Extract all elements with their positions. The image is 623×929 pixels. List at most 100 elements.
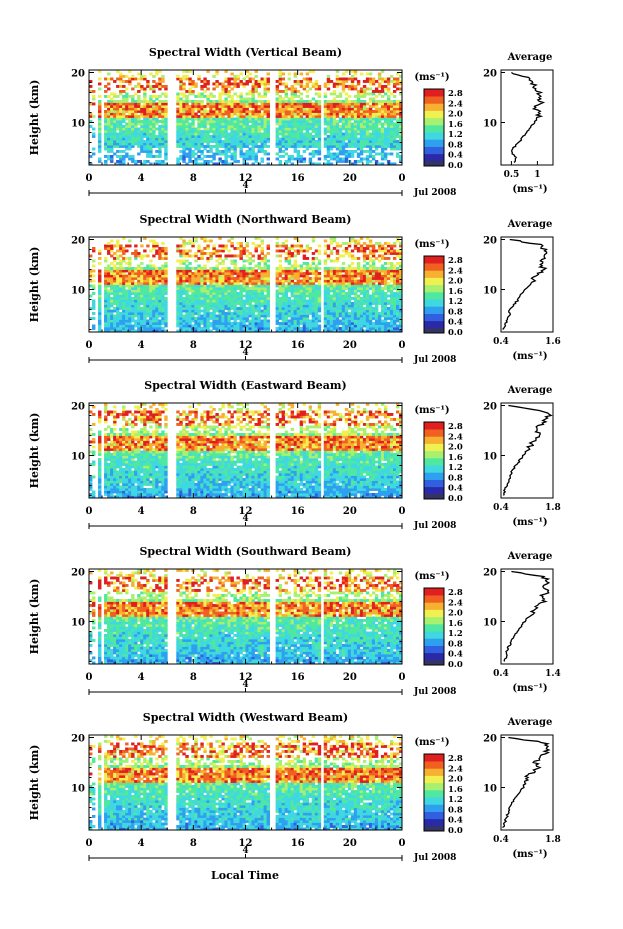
heatmap-cell bbox=[134, 272, 138, 275]
heatmap-cell bbox=[215, 135, 219, 138]
heatmap-cell bbox=[125, 314, 129, 318]
heatmap-cell bbox=[182, 307, 186, 310]
heatmap-cell bbox=[290, 87, 295, 91]
heatmap-cell bbox=[116, 132, 120, 136]
heatmap-cell bbox=[239, 314, 243, 318]
heatmap-cell bbox=[239, 294, 243, 298]
heatmap-cell bbox=[179, 314, 183, 318]
heatmap-cell bbox=[257, 317, 261, 320]
heatmap-cell bbox=[137, 269, 141, 273]
heatmap-cell bbox=[305, 112, 310, 116]
heatmap-cell bbox=[341, 277, 346, 280]
heatmap-cell bbox=[122, 132, 126, 136]
heatmap-cell bbox=[209, 130, 213, 133]
heatmap-cell bbox=[287, 302, 292, 305]
heatmap-cell bbox=[383, 269, 388, 273]
heatmap-cell bbox=[188, 125, 192, 128]
heatmap-cell bbox=[233, 130, 237, 133]
heatmap-cell bbox=[308, 307, 313, 310]
heatmap-cell bbox=[371, 80, 376, 83]
heatmap-cell bbox=[293, 72, 298, 76]
heatmap-cell bbox=[386, 140, 391, 143]
heatmap-cell bbox=[233, 147, 237, 151]
heatmap-cell bbox=[278, 142, 283, 146]
heatmap-cell bbox=[305, 95, 310, 98]
heatmap-cell bbox=[389, 132, 394, 136]
heatmap-cell bbox=[128, 107, 132, 111]
heatmap-cell bbox=[179, 97, 183, 101]
heatmap-cell bbox=[209, 287, 213, 290]
heatmap-cell bbox=[338, 102, 343, 106]
heatmap-cell bbox=[158, 327, 162, 330]
heatmap-cell bbox=[182, 319, 186, 323]
heatmap-cell bbox=[365, 135, 370, 138]
heatmap-cell bbox=[395, 110, 400, 113]
heatmap-cell bbox=[305, 147, 310, 151]
heatmap-cell bbox=[332, 152, 337, 156]
heatmap-cell bbox=[236, 120, 240, 123]
heatmap-cell bbox=[119, 274, 123, 278]
heatmap-cell bbox=[398, 269, 403, 273]
heatmap-cell bbox=[242, 120, 246, 123]
heatmap-cell bbox=[266, 152, 270, 156]
heatmap-cell bbox=[161, 145, 165, 148]
heatmap-cell bbox=[275, 274, 280, 278]
heatmap-cell bbox=[155, 299, 159, 303]
heatmap-cell bbox=[296, 107, 301, 111]
heatmap-cell bbox=[149, 87, 153, 91]
heatmap-cell bbox=[308, 277, 313, 280]
heatmap-cell bbox=[359, 329, 364, 333]
heatmap-cell bbox=[161, 302, 165, 305]
heatmap-cell bbox=[308, 132, 313, 136]
heatmap-cell bbox=[383, 327, 388, 330]
heatmap-cell bbox=[200, 95, 204, 98]
heatmap-cell bbox=[233, 277, 237, 280]
heatmap-cell bbox=[116, 117, 120, 121]
heatmap-cell bbox=[263, 314, 267, 318]
heatmap-cell bbox=[191, 292, 195, 295]
heatmap-cell bbox=[149, 312, 153, 315]
heatmap-cell bbox=[110, 327, 114, 330]
heatmap-cell bbox=[155, 142, 159, 146]
heatmap-cell bbox=[248, 312, 252, 315]
average-x-tick-label: 0.5 bbox=[504, 170, 520, 180]
heatmap-cell bbox=[266, 282, 270, 285]
heatmap-cell bbox=[236, 322, 240, 325]
heatmap-cell bbox=[278, 297, 283, 300]
heatmap-cell bbox=[92, 299, 96, 303]
heatmap-cell bbox=[356, 122, 361, 126]
heatmap-cell bbox=[239, 142, 243, 146]
heatmap-cell bbox=[116, 110, 120, 113]
heatmap-cell bbox=[260, 135, 264, 138]
heatmap-cell bbox=[299, 145, 304, 148]
heatmap-cell bbox=[326, 152, 331, 156]
heatmap-cell bbox=[206, 97, 210, 101]
heatmap-cell bbox=[377, 287, 382, 290]
heatmap-cell bbox=[392, 100, 397, 103]
heatmap-cell bbox=[161, 112, 165, 116]
heatmap-cell bbox=[143, 279, 147, 283]
heatmap-cell bbox=[188, 152, 192, 156]
heatmap-cell bbox=[341, 137, 346, 141]
heatmap-cell bbox=[275, 309, 280, 313]
heatmap-cell bbox=[299, 274, 304, 278]
heatmap-cell bbox=[254, 297, 258, 300]
heatmap-cell bbox=[326, 287, 331, 290]
heatmap-cell bbox=[245, 287, 249, 290]
heatmap-cell bbox=[365, 122, 370, 126]
heatmap-cell bbox=[338, 309, 343, 313]
heatmap-cell bbox=[311, 162, 316, 166]
heatmap-cell bbox=[116, 125, 120, 128]
heatmap-cell bbox=[116, 302, 120, 305]
heatmap-cell bbox=[230, 322, 234, 325]
heatmap-cell bbox=[284, 274, 289, 278]
heatmap-cell bbox=[227, 282, 231, 285]
heatmap-cell bbox=[284, 324, 289, 328]
heatmap-cell bbox=[299, 142, 304, 146]
heatmap-cell bbox=[332, 319, 337, 323]
heatmap-cell bbox=[293, 150, 298, 153]
heatmap-cell bbox=[398, 110, 403, 113]
average-y-tick-label: 10 bbox=[483, 119, 497, 130]
heatmap-cell bbox=[350, 127, 355, 131]
heatmap-cell bbox=[353, 272, 358, 275]
